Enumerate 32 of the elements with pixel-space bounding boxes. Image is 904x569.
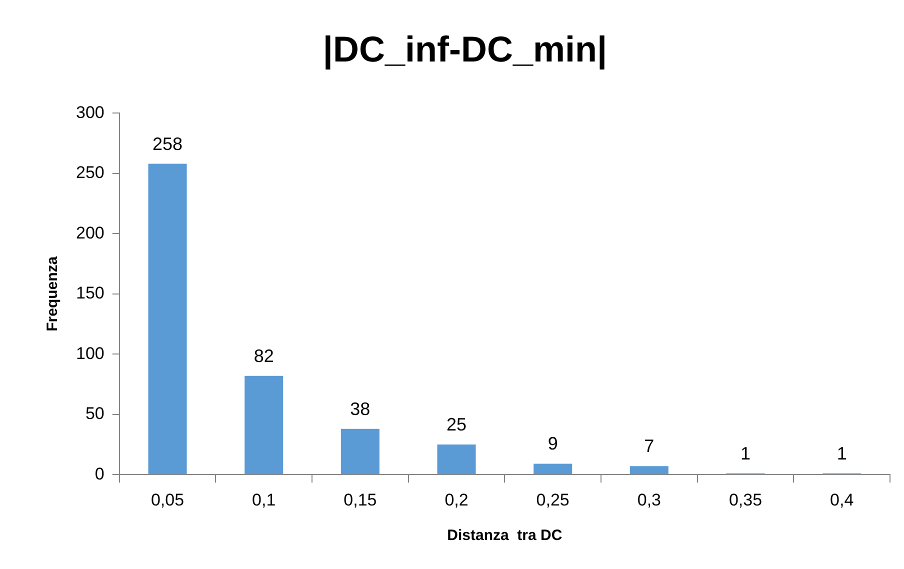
x-tick-label: 0,15 xyxy=(344,490,377,510)
data-label: 9 xyxy=(548,434,558,454)
data-label: 7 xyxy=(644,436,654,456)
x-tick-label: 0,3 xyxy=(637,490,661,510)
y-tick-label: 100 xyxy=(76,344,104,363)
data-label: 38 xyxy=(350,398,370,419)
bar xyxy=(630,466,668,474)
x-tick-label: 0,05 xyxy=(150,490,184,510)
bar xyxy=(148,164,187,474)
y-tick-label: 200 xyxy=(76,223,104,242)
data-label: 1 xyxy=(740,443,751,464)
x-tick-label: 0,4 xyxy=(830,490,854,510)
y-tick-label: 0 xyxy=(94,464,104,484)
data-label: 82 xyxy=(254,346,274,366)
bar xyxy=(340,428,380,474)
bar xyxy=(437,444,476,474)
x-tick-label: 0,1 xyxy=(252,490,276,510)
y-tick-label: 300 xyxy=(76,102,104,122)
y-tick-label: 250 xyxy=(76,163,104,182)
data-label: 1 xyxy=(836,443,847,464)
x-tick-label: 0,2 xyxy=(444,490,468,510)
y-tick-label: 50 xyxy=(85,404,104,424)
chart-title: |DC_inf-DC_min| xyxy=(322,28,608,70)
data-label: 25 xyxy=(446,414,467,434)
data-label: 258 xyxy=(152,134,183,154)
x-axis-title: Distanza tra DC xyxy=(447,527,562,544)
bar xyxy=(244,376,284,474)
bar xyxy=(534,464,572,474)
y-axis-title: Frequenza xyxy=(44,256,62,332)
x-tick-label: 0,25 xyxy=(536,490,570,510)
y-tick-label: 150 xyxy=(76,284,104,303)
x-tick-label: 0,35 xyxy=(728,490,762,510)
